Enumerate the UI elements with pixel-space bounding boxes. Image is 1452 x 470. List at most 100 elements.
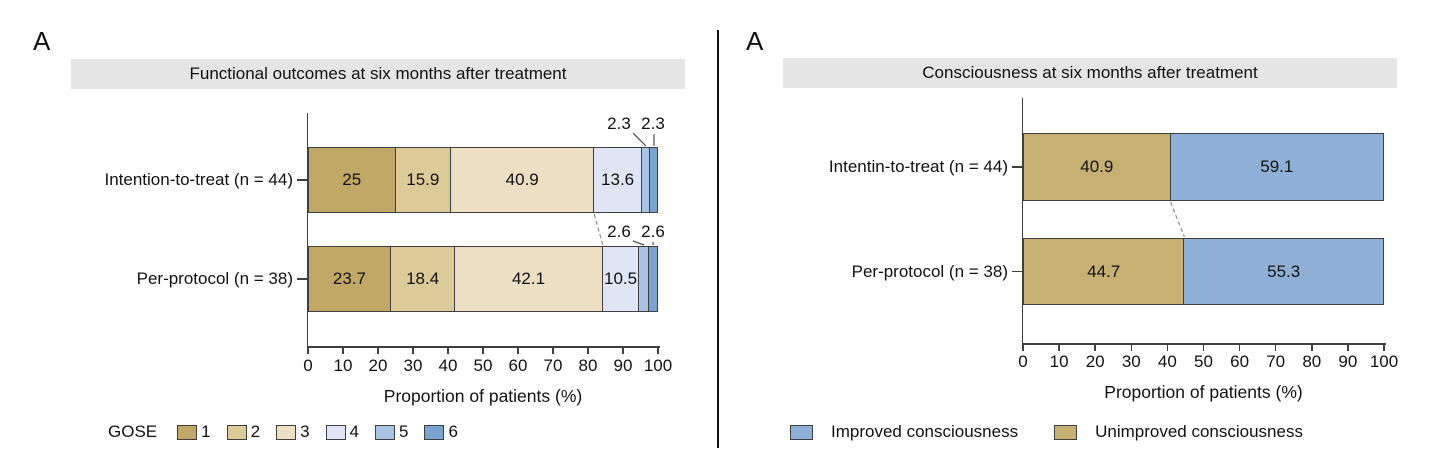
legend-item: 6 — [424, 422, 458, 442]
panel-divider — [717, 30, 719, 448]
legend-title: GOSE — [108, 422, 158, 441]
x-axis-tick — [1311, 344, 1313, 351]
legend: Improved consciousness Unimproved conscio… — [790, 421, 1339, 443]
x-axis-tick — [517, 347, 519, 354]
x-axis-tick-label: 90 — [613, 356, 633, 375]
segment-value-label: 55.3 — [1267, 261, 1301, 281]
y-axis-line — [306, 113, 308, 346]
legend-item-label: 5 — [399, 422, 409, 441]
x-axis-tick — [412, 347, 414, 354]
category-label: Per-protocol (n = 38) — [851, 261, 1008, 281]
category-label: Intention-to-treat (n = 44) — [104, 170, 293, 189]
legend-item-label: 4 — [349, 422, 359, 441]
legend-swatch — [325, 424, 346, 440]
x-axis-tick-label: 0 — [1018, 352, 1028, 371]
legend-item: 5 — [375, 422, 408, 442]
legend-item: Improved consciousness — [790, 422, 1018, 442]
legend-swatch — [424, 424, 445, 440]
bar-segment: 18.4 — [390, 246, 456, 312]
panel-label: A — [746, 26, 764, 56]
legend-swatch — [375, 424, 395, 440]
x-axis-tick — [657, 347, 659, 354]
x-axis-tick — [1094, 344, 1096, 351]
segment-value-label: 42.1 — [511, 269, 546, 288]
chart-title-banner: Consciousness at six months after treatm… — [783, 58, 1397, 88]
x-axis-tick — [1238, 344, 1241, 351]
bar-segment: 40.9 — [451, 147, 595, 213]
segment-value-label: 44.7 — [1087, 261, 1121, 281]
x-axis-tick — [587, 347, 589, 354]
segment-value-label: 15.9 — [406, 170, 440, 189]
bar-segment: 10.5 — [602, 246, 640, 312]
leader-line — [632, 132, 647, 147]
segment-value-label: 40.9 — [1080, 157, 1114, 176]
chart-title: Consciousness at six months after treatm… — [922, 63, 1258, 82]
dashed-connector-line — [1170, 201, 1185, 238]
legend-item-label: Improved consciousness — [831, 422, 1019, 441]
y-axis-tick — [297, 278, 307, 280]
legend-item-label: Unimproved consciousness — [1095, 422, 1303, 441]
x-axis-tick-label: 90 — [1338, 352, 1358, 371]
x-axis-line — [1021, 343, 1386, 345]
x-axis-line — [306, 346, 660, 348]
bar-segment: 15.9 — [395, 147, 452, 213]
legend-item: 1 — [177, 422, 211, 442]
legend: GOSE 1 2 3 4 5 6 — [108, 421, 474, 443]
x-axis-tick-label: 20 — [1085, 352, 1105, 371]
x-axis-tick-label: 80 — [578, 356, 598, 375]
bar-segment: 55.3 — [1184, 238, 1384, 305]
segment-value-label: 10.5 — [604, 269, 638, 288]
x-axis-tick — [1383, 344, 1385, 351]
x-axis-tick — [1202, 344, 1205, 351]
x-axis-tick — [1347, 344, 1349, 351]
x-axis-tick-label: 40 — [438, 356, 458, 375]
bar-segment — [648, 246, 658, 312]
outside-value-label: 2.6 — [641, 222, 665, 241]
category-label: Per-protocol (n = 38) — [136, 269, 293, 288]
x-axis-tick-label: 80 — [1302, 352, 1322, 371]
x-axis-tick — [1274, 344, 1277, 351]
legend-item: 2 — [226, 422, 261, 442]
legend-item: 4 — [325, 422, 359, 442]
legend-item-label: 2 — [250, 422, 261, 441]
x-axis-tick — [1166, 344, 1169, 351]
x-axis-tick — [447, 347, 449, 354]
x-axis-tick — [552, 347, 554, 354]
x-axis-tick-label: 100 — [1369, 352, 1399, 371]
x-axis-tick-label: 10 — [1049, 352, 1069, 371]
legend-swatch — [1054, 424, 1078, 440]
x-axis-tick-label: 30 — [403, 356, 423, 375]
legend-swatch — [177, 424, 198, 440]
segment-value-label: 40.9 — [505, 170, 539, 189]
legend-item: 3 — [276, 422, 310, 442]
x-axis-tick — [307, 347, 309, 354]
segment-value-label: 13.6 — [601, 170, 635, 189]
x-axis-tick — [1022, 344, 1024, 351]
segment-value-label: 59.1 — [1260, 157, 1294, 176]
x-axis-tick — [1130, 344, 1133, 351]
panel-label: A — [33, 26, 51, 56]
legend-item-label: 3 — [300, 422, 310, 441]
legend-item-label: 1 — [201, 422, 211, 441]
chart-title: Functional outcomes at six months after … — [189, 64, 567, 83]
x-axis-title: Proportion of patients (%) — [383, 386, 583, 406]
outside-value-label: 2.6 — [607, 222, 631, 241]
y-axis-tick — [1012, 166, 1022, 168]
segment-value-label: 23.7 — [332, 269, 367, 288]
legend-item-label: 6 — [448, 422, 458, 441]
y-axis-line — [1021, 98, 1023, 343]
legend-swatch — [790, 424, 813, 440]
outside-value-label: 2.3 — [607, 114, 631, 133]
x-axis-tick-label: 70 — [1266, 352, 1286, 371]
legend-swatch — [226, 424, 247, 440]
bar-segment — [641, 147, 650, 213]
x-axis-tick-label: 20 — [368, 356, 388, 375]
x-axis-tick — [377, 347, 379, 354]
bar-segment: 23.7 — [308, 246, 391, 312]
segment-value-label: 25 — [342, 170, 362, 189]
x-axis-tick-label: 60 — [1230, 352, 1250, 371]
x-axis-tick — [1058, 344, 1060, 351]
y-axis-tick — [297, 179, 307, 181]
segment-value-label: 18.4 — [406, 269, 440, 288]
x-axis-title: Proportion of patients (%) — [1104, 382, 1303, 402]
